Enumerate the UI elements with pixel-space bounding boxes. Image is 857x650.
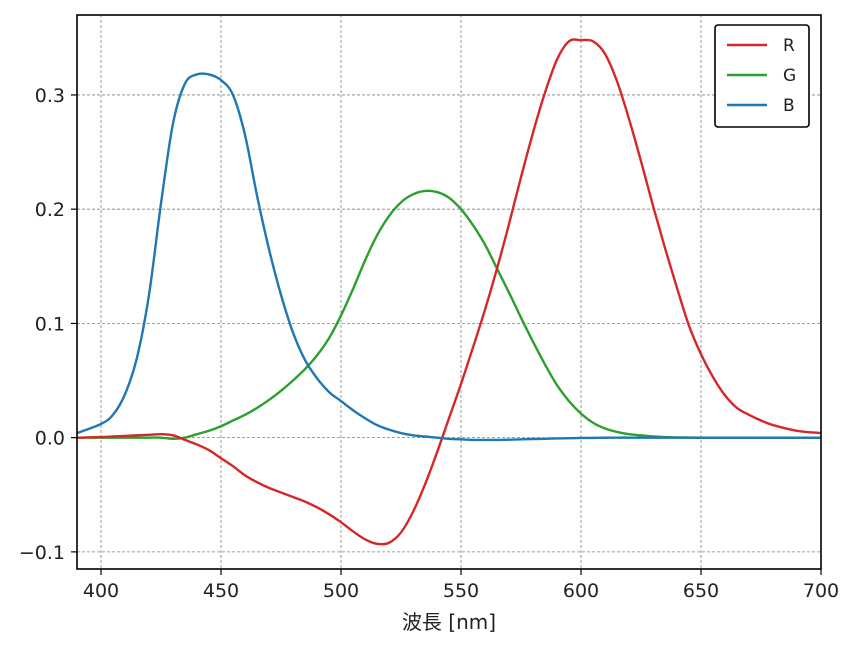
legend-label-b: B <box>783 96 795 116</box>
y-tick-label: 0.3 <box>35 85 65 107</box>
ticks: 400 450 500 550 600 650 700 −0.1 0.0 0.1 0.2 0.3 <box>19 85 839 602</box>
legend-label-g: G <box>783 66 796 86</box>
x-tick-label: 650 <box>683 580 719 602</box>
grid <box>77 15 822 569</box>
x-tick-label: 500 <box>323 580 359 602</box>
legend-label-r: R <box>783 36 795 56</box>
series-line-g <box>77 189 821 440</box>
series-line-r <box>77 38 821 546</box>
y-tick-label: −0.1 <box>19 542 65 564</box>
legend: RGB <box>714 24 810 128</box>
x-tick-label: 700 <box>803 580 839 602</box>
x-tick-label: 600 <box>563 580 599 602</box>
x-axis-label: 波長 [nm] <box>402 610 496 634</box>
x-tick-label: 450 <box>203 580 239 602</box>
x-tick-label: 550 <box>443 580 479 602</box>
series-line-b <box>77 72 821 442</box>
y-tick-label: 0.2 <box>35 199 65 221</box>
y-tick-label: 0.1 <box>35 313 65 335</box>
x-tick-label: 400 <box>83 580 119 602</box>
series-layer <box>77 38 821 546</box>
y-tick-label: 0.0 <box>35 428 65 450</box>
plot-frame <box>76 14 822 570</box>
